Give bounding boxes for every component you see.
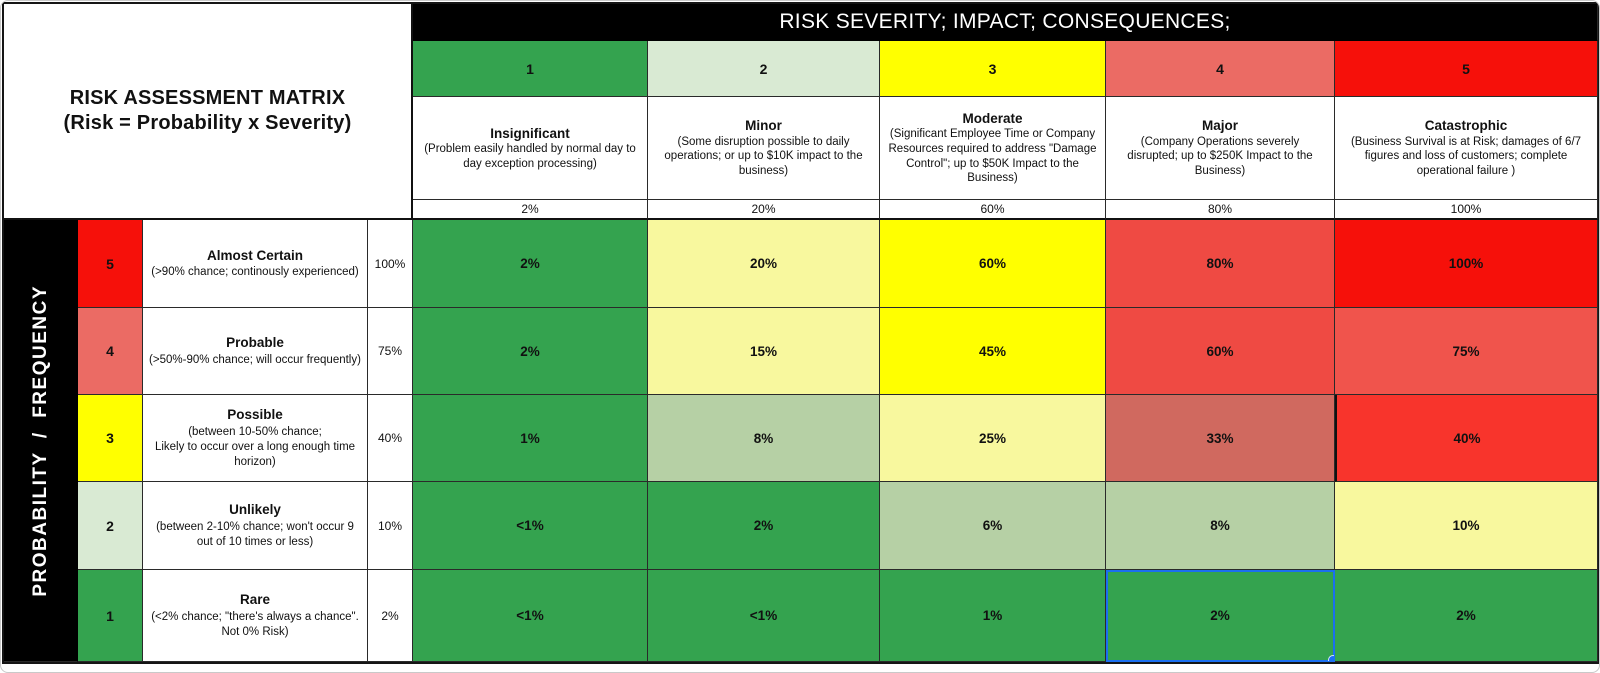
matrix-cell[interactable]: 8% (1106, 482, 1335, 570)
probability-percent-5[interactable]: 100% (368, 220, 413, 308)
matrix-cell[interactable]: 40% (1335, 395, 1598, 482)
severity-percent-1[interactable]: 2% (413, 200, 648, 220)
probability-percent-4[interactable]: 75% (368, 308, 413, 395)
severity-name: Moderate (962, 110, 1023, 126)
probability-name: Probable (226, 335, 284, 351)
probability-description-5[interactable]: Almost Certain (>90% chance; continously… (143, 220, 368, 308)
severity-percent-2[interactable]: 20% (648, 200, 880, 220)
matrix-cell-selected[interactable]: 2% (1106, 570, 1335, 662)
severity-description-3[interactable]: Moderate (Significant Employee Time or C… (880, 97, 1106, 200)
severity-detail: (Business Survival is at Risk; damages o… (1350, 135, 1582, 178)
severity-name: Minor (745, 118, 782, 134)
matrix-cell[interactable]: 2% (1335, 570, 1598, 662)
severity-header-2[interactable]: 2 (648, 41, 880, 97)
probability-percent-3[interactable]: 40% (368, 395, 413, 482)
matrix-cell[interactable]: 8% (648, 395, 880, 482)
severity-percent-5[interactable]: 100% (1335, 200, 1598, 220)
severity-header-1[interactable]: 1 (413, 41, 648, 97)
probability-name: Unlikely (229, 502, 281, 518)
matrix-cell[interactable]: 80% (1106, 220, 1335, 308)
matrix-cell[interactable]: 6% (880, 482, 1106, 570)
severity-description-1[interactable]: Insignificant (Problem easily handled by… (413, 97, 648, 200)
matrix-cell[interactable]: 15% (648, 308, 880, 395)
severity-header-5[interactable]: 5 (1335, 41, 1598, 97)
severity-name: Insignificant (490, 125, 570, 141)
matrix-cell[interactable]: 60% (880, 220, 1106, 308)
severity-description-5[interactable]: Catastrophic (Business Survival is at Ri… (1335, 97, 1598, 200)
probability-percent-2[interactable]: 10% (368, 482, 413, 570)
probability-detail: (>90% chance; continously experienced) (151, 266, 359, 279)
severity-detail: (Company Operations severely disrupted; … (1127, 135, 1313, 178)
probability-description-2[interactable]: Unlikely (between 2-10% chance; won't oc… (143, 482, 368, 570)
probability-header-5[interactable]: 5 (78, 220, 143, 308)
matrix-cell[interactable]: 1% (880, 570, 1106, 662)
probability-banner[interactable]: PROBABILITY / FREQUENCY (4, 220, 78, 662)
matrix-cell[interactable]: 2% (413, 220, 648, 308)
matrix-title-line2: (Risk = Probability x Severity) (63, 112, 352, 134)
matrix-cell[interactable]: 2% (413, 308, 648, 395)
probability-detail: (between 10-50% chance; Likely to occur … (154, 425, 356, 468)
probability-header-2[interactable]: 2 (78, 482, 143, 570)
probability-description-1[interactable]: Rare (<2% chance; "there's always a chan… (143, 570, 368, 662)
probability-detail: (<2% chance; "there's always a chance". … (151, 610, 359, 638)
probability-description-4[interactable]: Probable (>50%-90% chance; will occur fr… (143, 308, 368, 395)
severity-percent-3[interactable]: 60% (880, 200, 1106, 220)
severity-banner[interactable]: RISK SEVERITY; IMPACT; CONSEQUENCES; (413, 4, 1598, 41)
matrix-cell[interactable]: 33% (1106, 395, 1335, 482)
probability-name: Almost Certain (206, 247, 304, 263)
severity-percent-4[interactable]: 80% (1106, 200, 1335, 220)
severity-description-2[interactable]: Minor (Some disruption possible to daily… (648, 97, 880, 200)
probability-detail: (>50%-90% chance; will occur frequently) (149, 353, 361, 366)
probability-name: Rare (239, 592, 271, 608)
severity-name: Major (1201, 118, 1238, 134)
matrix-cell[interactable]: <1% (413, 482, 648, 570)
probability-banner-label: PROBABILITY / FREQUENCY (29, 284, 51, 597)
matrix-cell[interactable]: 25% (880, 395, 1106, 482)
matrix-title-line1: RISK ASSESSMENT MATRIX (69, 87, 346, 109)
probability-name: Possible (227, 407, 283, 423)
matrix-cell[interactable]: 20% (648, 220, 880, 308)
matrix-cell[interactable]: 75% (1335, 308, 1598, 395)
severity-header-4[interactable]: 4 (1106, 41, 1335, 97)
probability-header-4[interactable]: 4 (78, 308, 143, 395)
severity-detail: (Problem easily handled by normal day to… (424, 143, 636, 170)
matrix-cell[interactable]: 100% (1335, 220, 1598, 308)
severity-description-4[interactable]: Major (Company Operations severely disru… (1106, 97, 1335, 200)
probability-description-3[interactable]: Possible (between 10-50% chance; Likely … (143, 395, 368, 482)
probability-header-1[interactable]: 1 (78, 570, 143, 662)
matrix-cell[interactable]: <1% (413, 570, 648, 662)
severity-detail: (Significant Employee Time or Company Re… (888, 128, 1097, 185)
matrix-cell[interactable]: 1% (413, 395, 648, 482)
severity-header-3[interactable]: 3 (880, 41, 1106, 97)
probability-percent-1[interactable]: 2% (368, 570, 413, 662)
matrix-cell[interactable]: 60% (1106, 308, 1335, 395)
probability-detail: (between 2-10% chance; won't occur 9 out… (156, 520, 354, 548)
matrix-cell[interactable]: 10% (1335, 482, 1598, 570)
matrix-cell[interactable]: <1% (648, 570, 880, 662)
severity-name: Catastrophic (1424, 118, 1508, 134)
matrix-title-cell[interactable]: RISK ASSESSMENT MATRIX (Risk = Probabili… (4, 4, 413, 220)
probability-header-3[interactable]: 3 (78, 395, 143, 482)
matrix-cell[interactable]: 45% (880, 308, 1106, 395)
severity-detail: (Some disruption possible to daily opera… (664, 135, 863, 178)
matrix-cell[interactable]: 2% (648, 482, 880, 570)
